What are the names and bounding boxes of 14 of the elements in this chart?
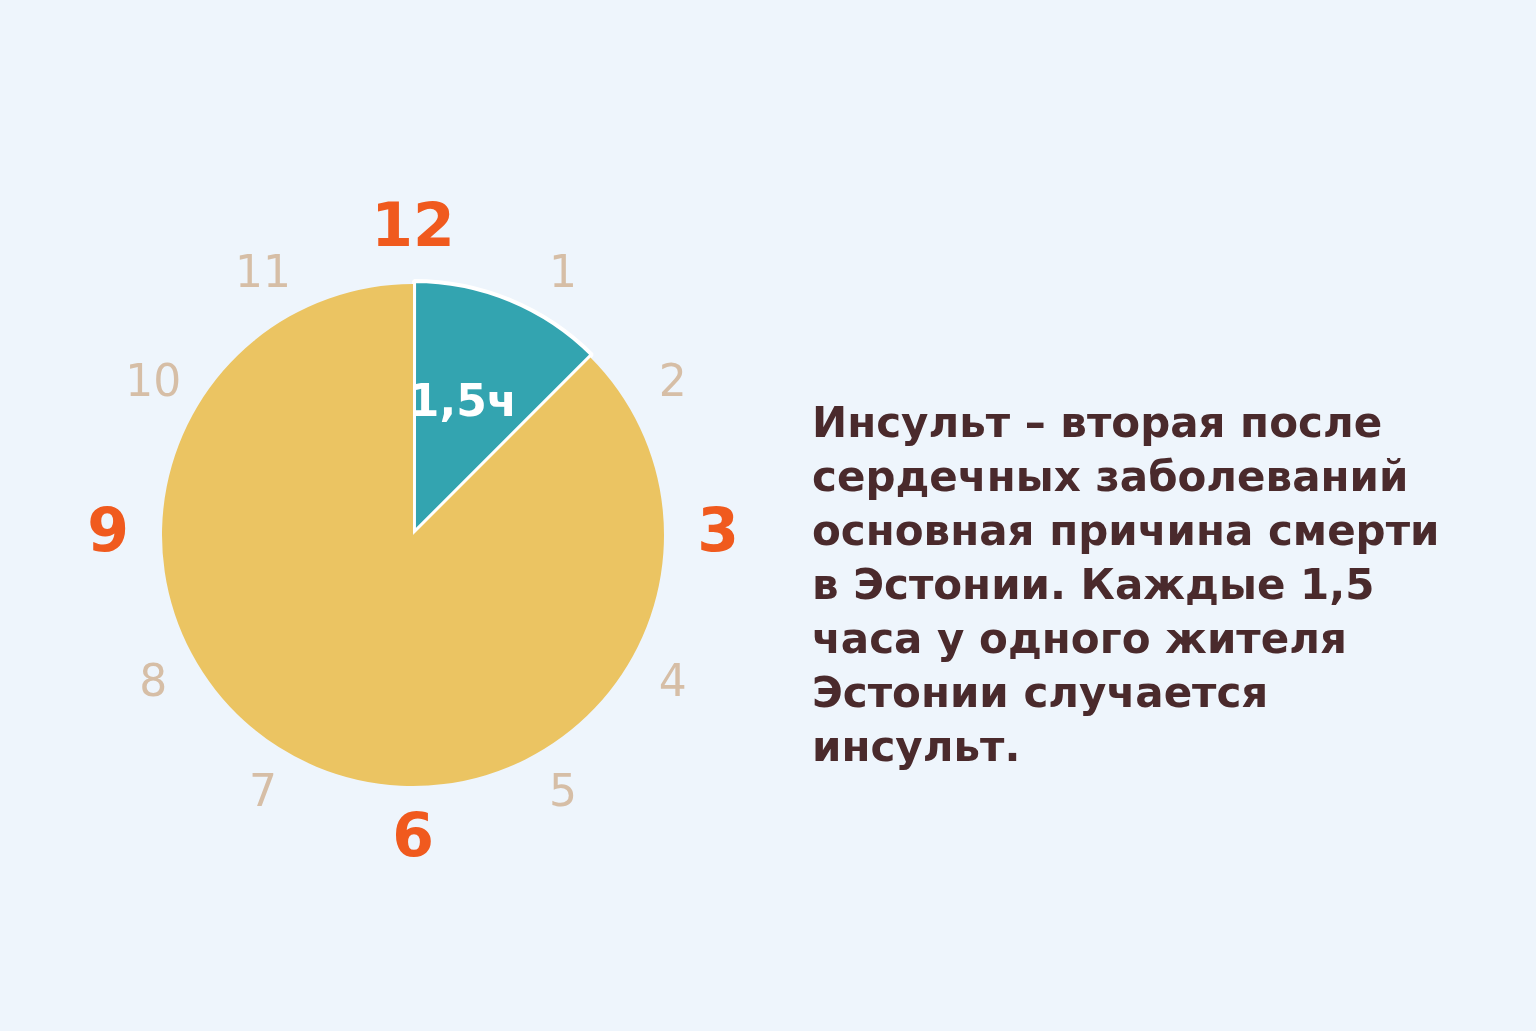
text: 5 (549, 765, 577, 817)
text: 12 (371, 189, 455, 260)
text: 10 (125, 355, 182, 407)
text: 6 (392, 799, 434, 870)
text: 4 (658, 655, 687, 707)
text: 9 (87, 494, 129, 565)
text: 3 (697, 494, 739, 565)
data-label: 1,5ч (408, 374, 518, 426)
text: 2 (658, 355, 687, 407)
text: 1 (549, 245, 577, 297)
text: Инсульт – вторая после сердечных заболеваний основная причина смерти в Эстонии. Каждые 1,5 часа у одного жителя Эстонии случается инсульт. (812, 397, 1441, 773)
text: 7 (249, 765, 277, 817)
text: 11 (235, 245, 291, 297)
text: 8 (139, 655, 168, 707)
